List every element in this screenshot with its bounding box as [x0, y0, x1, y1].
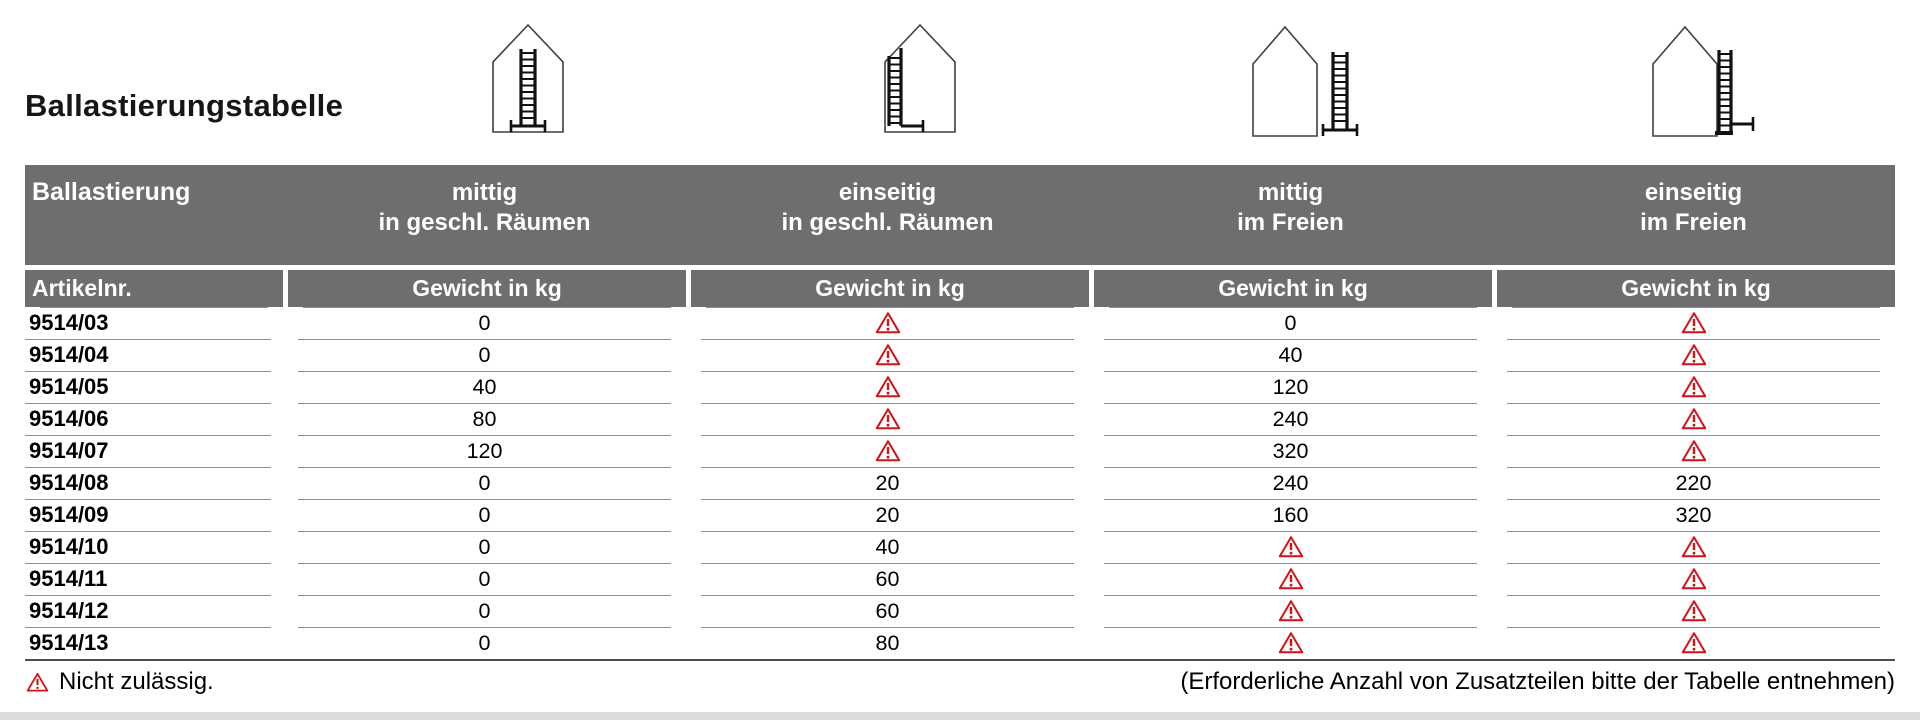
not-permitted-warning-icon [1089, 531, 1492, 564]
ladder-free-standing-inside-house-icon [478, 12, 578, 139]
not-permitted-warning-icon [1492, 627, 1895, 659]
not-permitted-warning-icon [1492, 595, 1895, 628]
not-permitted-warning-icon [686, 339, 1089, 372]
weight-value: 20 [686, 467, 1089, 500]
not-permitted-warning-icon [686, 307, 1089, 340]
weight-value: 80 [283, 403, 686, 436]
weight-value: 0 [283, 531, 686, 564]
not-permitted-warning-icon [1492, 435, 1895, 468]
weight-value: 0 [283, 595, 686, 628]
weight-value: 0 [283, 339, 686, 372]
article-number: 9514/05 [25, 371, 283, 404]
column-header-mittig-freien: mittig im Freien [1237, 179, 1344, 236]
article-number: 9514/06 [25, 403, 283, 436]
not-permitted-warning-icon [1089, 627, 1492, 659]
article-number: 9514/10 [25, 531, 283, 564]
table-row: 9514/11 0 60 [25, 563, 1895, 596]
table-row: 9514/04 0 40 [25, 339, 1895, 372]
column-header-mittig-geschl-raeume: mittig in geschl. Räumen [378, 179, 591, 236]
article-number: 9514/08 [25, 467, 283, 500]
table-row: 9514/12 0 60 [25, 595, 1895, 628]
weight-value: 320 [1089, 435, 1492, 468]
weight-value: 0 [283, 467, 686, 500]
column-header-einseitig-geschl-raeume: einseitig in geschl. Räumen [781, 179, 994, 236]
weight-value: 160 [1089, 499, 1492, 532]
weight-value: 60 [686, 563, 1089, 596]
not-permitted-warning-icon [1492, 531, 1895, 564]
table-row: 9514/05 40 120 [25, 371, 1895, 404]
subheader-gewicht-3: Gewicht in kg [1089, 270, 1492, 308]
weight-value: 60 [686, 595, 1089, 628]
article-number: 9514/09 [25, 499, 283, 532]
legend-not-permitted: Nicht zulässig. [25, 668, 214, 696]
weight-value: 0 [478, 630, 491, 655]
legend-text: Nicht zulässig. [59, 668, 214, 695]
table-row: 9514/07 120 320 [25, 435, 1895, 468]
weight-value: 40 [1089, 339, 1492, 372]
table-row: 9514/08 0 20 240 220 [25, 467, 1895, 500]
article-number: 9514/03 [25, 307, 283, 340]
weight-value: 320 [1492, 499, 1895, 532]
table-row: 9514/09 0 20 160 320 [25, 499, 1895, 532]
subheader-gewicht-4: Gewicht in kg [1492, 270, 1895, 308]
table-subheader-row: Artikelnr. Gewicht in kg Gewicht in kg G… [25, 270, 1895, 308]
article-number: 9514/11 [25, 563, 283, 596]
table-row: 9514/03 0 0 [25, 307, 1895, 340]
weight-value: 40 [686, 531, 1089, 564]
not-permitted-warning-icon [1492, 563, 1895, 596]
not-permitted-warning-icon [1089, 595, 1492, 628]
table-row: 9514/06 80 240 [25, 403, 1895, 436]
table-footer: Nicht zulässig. (Erforderliche Anzahl vo… [25, 668, 1895, 696]
ladder-free-standing-outside-house-icon [1245, 12, 1365, 143]
weight-value: 0 [283, 563, 686, 596]
weight-value: 240 [1089, 403, 1492, 436]
weight-value: 0 [1089, 307, 1492, 340]
weight-value: 20 [686, 499, 1089, 532]
warning-triangle-icon [26, 672, 49, 692]
not-permitted-warning-icon [1492, 403, 1895, 436]
weight-value: 240 [1089, 467, 1492, 500]
footer-note: (Erforderliche Anzahl von Zusatzteilen b… [1180, 668, 1895, 695]
article-number: 9514/12 [25, 595, 283, 628]
subheader-gewicht-1: Gewicht in kg [283, 270, 686, 308]
weight-value: 120 [1089, 371, 1492, 404]
table-header-row: Ballastierung mittig in geschl. Räumen e… [25, 165, 1895, 265]
not-permitted-warning-icon [1492, 339, 1895, 372]
weight-value: 220 [1492, 467, 1895, 500]
page-bottom-edge [0, 712, 1920, 720]
not-permitted-warning-icon [686, 403, 1089, 436]
weight-value: 80 [875, 630, 900, 655]
article-number: 9514/13 [29, 630, 109, 655]
subheader-artikelnr: Artikelnr. [25, 270, 283, 308]
not-permitted-warning-icon [686, 371, 1089, 404]
header-ballastierung: Ballastierung [32, 178, 191, 206]
not-permitted-warning-icon [1492, 371, 1895, 404]
page-title: Ballastierungstabelle [25, 88, 344, 123]
ladder-against-wall-outside-house-icon [1645, 12, 1765, 143]
column-header-einseitig-freien: einseitig im Freien [1640, 179, 1747, 236]
not-permitted-warning-icon [686, 435, 1089, 468]
weight-value: 0 [283, 499, 686, 532]
weight-value: 0 [283, 307, 686, 340]
not-permitted-warning-icon [1492, 307, 1895, 340]
subheader-gewicht-2: Gewicht in kg [686, 270, 1089, 308]
ladder-against-wall-inside-house-icon [870, 12, 970, 139]
not-permitted-warning-icon [1089, 563, 1492, 596]
article-number: 9514/07 [25, 435, 283, 468]
table-rows: 9514/03 0 0 9514/04 0 40 9514/05 40 120 9514/06 80… [25, 307, 1895, 661]
ballast-table: Ballastierung mittig in geschl. Räumen e… [25, 165, 1895, 661]
weight-value: 120 [283, 435, 686, 468]
table-row: 9514/13 0 80 [25, 627, 1895, 659]
weight-value: 40 [283, 371, 686, 404]
table-row: 9514/10 0 40 [25, 531, 1895, 564]
article-number: 9514/04 [25, 339, 283, 372]
